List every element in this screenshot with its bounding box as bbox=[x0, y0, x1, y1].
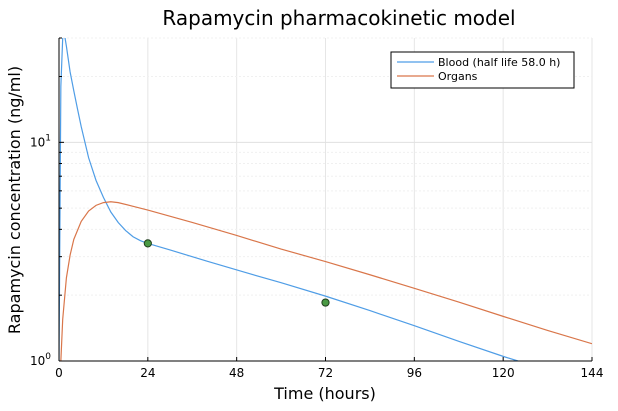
legend-box bbox=[390, 51, 575, 89]
series-layer bbox=[59, 38, 592, 361]
x-ticks: 0 24 48 72 96 120 144 bbox=[55, 357, 603, 380]
x-tick-label: 24 bbox=[140, 366, 155, 380]
y-axis-label: Rapamycin concentration (ng/ml) bbox=[5, 66, 24, 334]
x-tick-label: 144 bbox=[581, 366, 604, 380]
legend-label-blood: Blood (half life 58.0 h) bbox=[438, 56, 560, 69]
data-point-marker bbox=[143, 239, 152, 248]
x-tick-label: 72 bbox=[318, 366, 333, 380]
x-axis-label: Time (hours) bbox=[273, 384, 376, 403]
legend-label-organs: Organs bbox=[438, 70, 478, 83]
legend: Blood (half life 58.0 h) Organs bbox=[390, 51, 575, 89]
x-tick-label: 48 bbox=[229, 366, 244, 380]
data-point-marker bbox=[321, 298, 330, 307]
chart-title: Rapamycin pharmacokinetic model bbox=[162, 6, 515, 30]
y-tick-label: 100 bbox=[30, 352, 51, 368]
x-tick-label: 120 bbox=[492, 366, 515, 380]
x-tick-label: 0 bbox=[55, 366, 63, 380]
marker-layer bbox=[143, 239, 330, 307]
x-tick-label: 96 bbox=[407, 366, 422, 380]
series-line-organs bbox=[60, 201, 592, 361]
grid bbox=[58, 37, 593, 362]
series-line-blood bbox=[59, 38, 519, 361]
y-ticks: 100 101 bbox=[30, 37, 64, 368]
y-tick-label: 101 bbox=[30, 133, 51, 149]
